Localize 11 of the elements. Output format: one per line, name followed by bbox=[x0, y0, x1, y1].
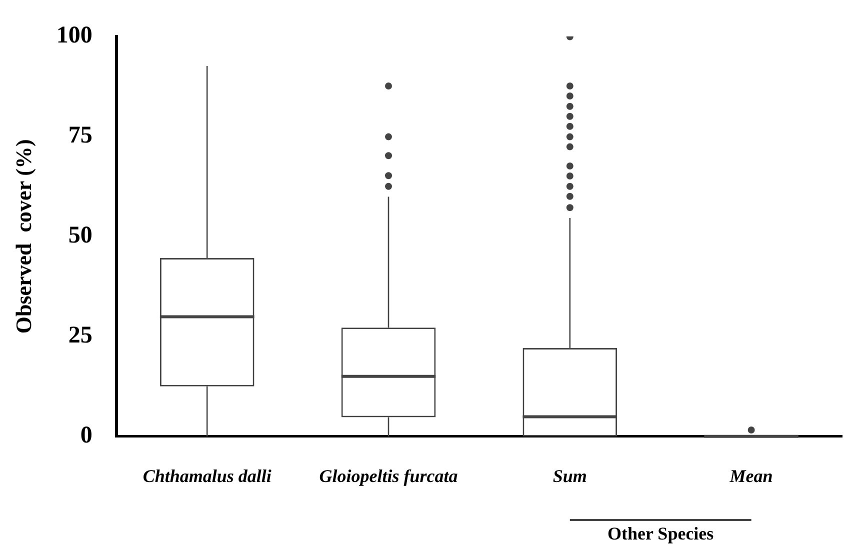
text: Other Species bbox=[608, 524, 714, 544]
x-tick-label: Sum bbox=[552, 466, 587, 486]
y-axis-title: Observed cover (%) bbox=[10, 139, 36, 334]
x-tick-label: Mean bbox=[728, 466, 773, 486]
x-tick-label: Gloiopeltis furcata bbox=[319, 466, 458, 486]
y-tick-label: 100 bbox=[56, 22, 92, 49]
y-tick-label: 25 bbox=[68, 322, 92, 349]
y-tick-label: 75 bbox=[68, 122, 92, 149]
y-tick-label: 50 bbox=[68, 222, 92, 249]
x-tick-label: Chthamalus dalli bbox=[142, 466, 272, 486]
y-tick-label: 0 bbox=[80, 422, 92, 449]
